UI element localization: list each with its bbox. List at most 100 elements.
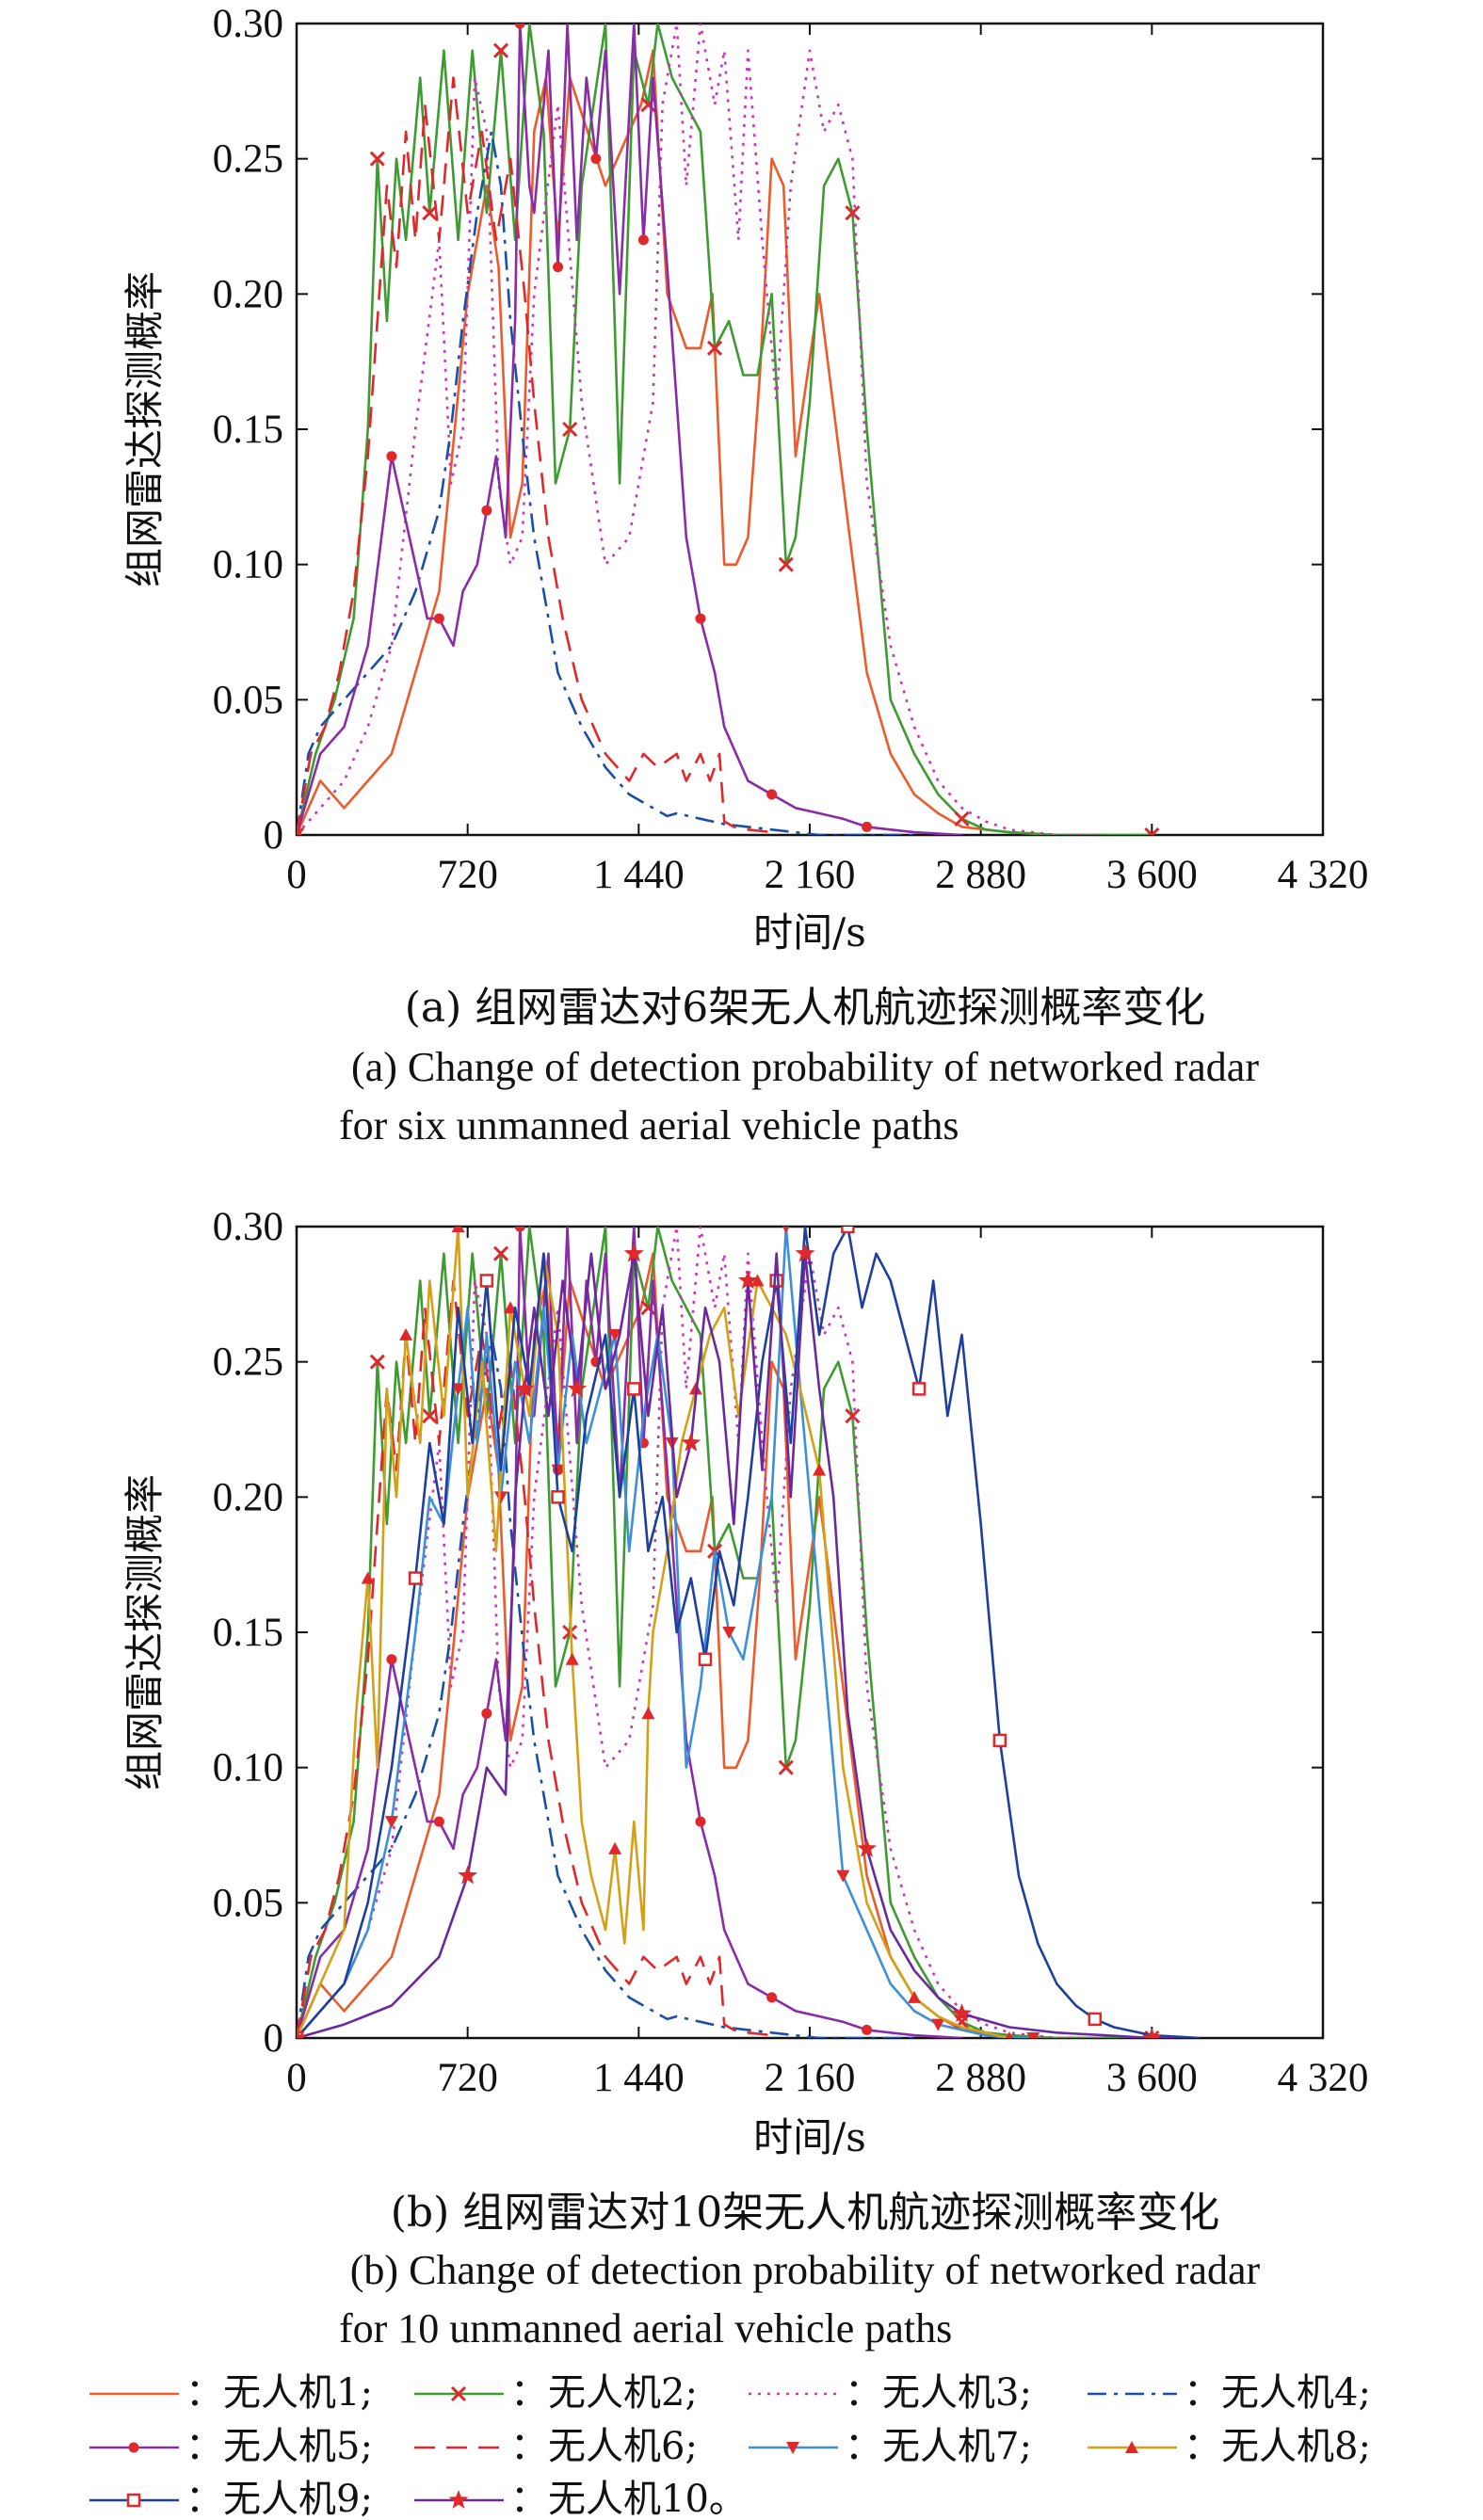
y-tick-label: 0.05 [213,1881,283,1925]
x-tick-label: 2 880 [935,2056,1026,2100]
marker-uav2-b [369,1354,385,1370]
legend-item-uav6: ：无人机6; [414,2425,698,2468]
series-line-uav4-b [297,1333,914,2038]
y-tick-label: 0.25 [213,1340,283,1385]
x-tick-label: 720 [437,853,498,897]
marker-uav2-b [778,1759,794,1775]
series-line-uav9-b [297,1227,1200,2038]
legend-label: ：无人机7; [845,2425,1032,2468]
marker-uav10-b [952,2003,972,2022]
legend-label: ：无人机3; [845,2371,1032,2415]
y-tick-label: 0.10 [213,543,283,587]
series-line-uav2-a [297,24,1153,835]
y-tick-label: 0.15 [213,1611,283,1655]
marker-uav9-b [769,1274,783,1288]
marker-uav9-b [911,1382,927,1396]
marker-uav5-a [637,234,649,246]
x-tick-label: 720 [437,2056,498,2100]
caption-a-en-1: (a) Change of detection probability of n… [351,1044,1259,1090]
marker-uav7-b [931,2018,945,2031]
marker-uav5-a [514,24,525,29]
marker-uav9-b [627,1382,641,1396]
marker-uav9-b [841,1227,855,1234]
legend-label: ：无人机10。 [510,2478,747,2520]
marker-uav7-b [608,1328,622,1341]
marker-uav5-b [695,1816,706,1827]
marker-uav9-b [992,1733,1007,1748]
legend-item-uav4: ：无人机4; [1088,2371,1371,2415]
legend-label: ：无人机4; [1184,2371,1371,2415]
marker-uav10-b [857,1838,877,1857]
marker-uav2-a [369,151,385,167]
marker-uav9-b [698,1652,713,1666]
series-line-uav10-b [297,1252,1176,2038]
y-tick-label: 0 [264,813,284,858]
legend-label: ：无人机5; [185,2425,373,2468]
marker-uav7-b [384,1816,398,1829]
series-line-uav5-a [297,24,962,835]
y-tick-label: 0.30 [213,2,283,46]
marker-uav2-a [778,556,794,572]
legend: ：无人机1; ：无人机2; ：无人机3; ：无人机4; ：无人机5; ：无人机6; ：无人机… [89,2371,1371,2520]
legend-item-uav1: ：无人机1; [89,2371,373,2415]
marker-uav10-b [514,1378,535,1398]
legend-item-uav7: ：无人机7; [749,2425,1032,2468]
x-tick-label: 4 320 [1278,2056,1369,2100]
x-tick-label: 2 880 [935,853,1026,897]
y-tick-label: 0.25 [213,137,283,182]
legend-label: ：无人机9; [185,2478,373,2520]
marker-uav8-b [1006,2031,1013,2038]
x-tick-label: 1 440 [593,2056,685,2100]
x-axis-label-b: 时间/s [753,2114,866,2160]
x-tick-label: 0 [286,853,307,897]
marker-uav8-b [641,1707,655,1720]
marker-uav2-a [297,827,305,835]
x-tick-label: 1 440 [593,853,685,897]
legend-marker [448,2490,469,2509]
marker-uav5-a [553,262,564,273]
marker-uav5-b [433,1816,444,1827]
x-tick-label: 3 600 [1106,2056,1198,2100]
series-line-uav6-b [297,1279,772,2038]
series-line-uav3-a [297,24,1104,835]
legend-label: ：无人机6; [510,2425,698,2468]
marker-uav2-a [954,811,970,827]
marker-uav5-b [481,1708,492,1719]
legend-label: ：无人机2; [510,2371,698,2415]
x-tick-label: 4 320 [1278,853,1369,897]
x-tick-label: 2 160 [765,2056,856,2100]
marker-uav9-b [551,1490,565,1504]
marker-uav10-b [1141,2028,1162,2038]
marker-uav8-b [608,1841,622,1854]
marker-uav7-b [451,1383,465,1396]
marker-uav7-b [722,1627,736,1639]
marker-uav8-b [813,1463,827,1476]
y-tick-label: 0 [264,2016,284,2061]
caption-a-zh: (a) 组网雷达对6架无人机航迹探测概率变化 [405,984,1206,1032]
chart-panel-b: 0 720 1 440 2 160 2 880 3 600 4 320 0 0.05 0.10 0.… [121,1205,1368,2351]
y-tick-label: 0.15 [213,408,283,452]
marker-uav5-a [386,451,397,462]
series-group-b [297,1227,1200,2038]
marker-uav2-a [422,205,438,221]
marker-uav9-b [408,1571,423,1585]
marker-uav2-b [422,1408,438,1424]
x-tick-label: 0 [286,2056,307,2100]
chart-panel-a: 0 720 1 440 2 160 2 880 3 600 4 320 0 0.05 0.10 0.… [121,2,1368,1148]
legend-marker [450,2385,467,2402]
marker-uav5-b [386,1654,397,1665]
legend-marker [786,2442,799,2454]
marker-uav10-b [297,2028,307,2038]
x-tick-label: 3 600 [1106,853,1198,897]
legend-item-uav3: ：无人机3; [749,2371,1032,2415]
marker-uav10-b [623,1243,644,1262]
marker-uav9-b [1088,2012,1103,2027]
marker-uav5-a [590,153,602,165]
y-tick-label: 0.20 [213,272,283,316]
marker-uav7-b [1026,2032,1040,2038]
y-tick-label: 0.30 [213,1205,283,1249]
y-axis-label-a: 组网雷达探测概率 [121,271,168,587]
y-tick-label: 0.20 [213,1475,283,1519]
marker-uav5-b [766,1992,778,2003]
